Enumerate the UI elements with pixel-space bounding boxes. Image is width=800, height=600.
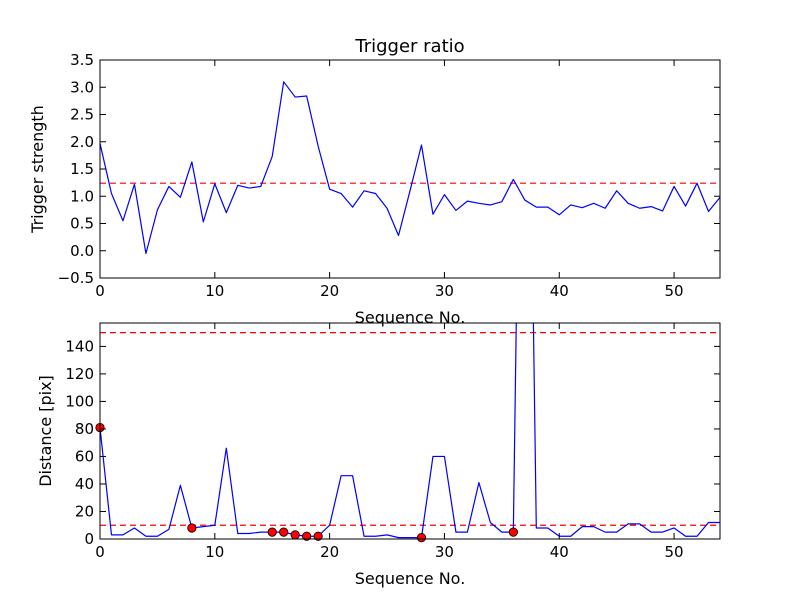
bottom-marker-point [416,533,427,543]
chart-title: Trigger ratio [354,36,464,57]
bottom-ticks: 0 10 20 30 40 50 0 20 40 60 80 100 120 140 [65,323,720,561]
bottom-y-tick-label: 80 [75,420,94,438]
top-y-tick-label: 3.0 [70,78,94,96]
top-y-axis-label: Trigger strength [28,105,47,234]
bottom-y-tick-label: 20 [75,502,94,520]
bottom-y-tick-label: 60 [75,447,94,465]
top-series-line [100,81,720,255]
bottom-y-tick-label: 120 [65,365,94,383]
top-y-tick-label: 2.5 [70,106,94,124]
bottom-x-tick-label: 20 [320,543,339,561]
top-y-tick-label: 1.5 [70,160,94,178]
top-x-tick-label: 30 [435,282,454,300]
top-x-tick-label: 40 [550,282,569,300]
bottom-plot-area [95,323,720,543]
bottom-x-tick-label: 50 [665,543,684,561]
bottom-y-tick-label: 40 [75,475,94,493]
bottom-marker-point [508,527,518,537]
bottom-panel: 0 10 20 30 40 50 0 20 40 60 80 100 120 140 Sequence N… [36,322,721,588]
bottom-marker-point [302,531,312,541]
bottom-x-tick-label: 30 [435,543,454,561]
bottom-x-tick-label: 0 [95,543,105,561]
bottom-marker-point [187,523,197,533]
bottom-marker-point [290,530,300,540]
bottom-marker-point [279,527,289,537]
bottom-y-axis-label: Distance [pix] [36,375,55,487]
bottom-axes-frame [99,322,721,540]
top-y-tick-label: 0.5 [70,215,94,233]
top-ticks: 0 10 20 30 40 50 −0.5 0.0 0.5 1.0 1.5 2.0 2.5 3.0 3.5 [58,51,720,300]
top-y-tick-label: 3.5 [70,51,94,69]
bottom-x-tick-label: 10 [205,543,224,561]
bottom-marker-point [313,531,323,541]
top-x-tick-label: 50 [665,282,684,300]
top-x-tick-label: 10 [205,282,224,300]
bottom-x-axis-label: Sequence No. [355,569,466,588]
bottom-series-line [100,323,720,539]
bottom-y-tick-label: 100 [65,392,94,410]
bottom-x-tick-label: 40 [550,543,569,561]
top-x-tick-label: 0 [95,282,105,300]
bottom-y-tick-label: 140 [65,337,94,355]
bottom-y-tick-label: 0 [84,530,94,548]
top-y-tick-label: 1.0 [70,187,94,205]
top-panel: Trigger ratio 0 10 20 30 40 50 −0.5 0.0 0.5 1.0 1.… [28,36,721,327]
top-x-axis-label: Sequence No. [355,308,466,327]
top-y-tick-label: −0.5 [58,269,94,287]
top-y-tick-label: 2.0 [70,133,94,151]
bottom-marker-point [267,527,277,537]
top-plot-area [100,81,720,255]
top-y-tick-label: 0.0 [70,242,94,260]
top-x-tick-label: 20 [320,282,339,300]
